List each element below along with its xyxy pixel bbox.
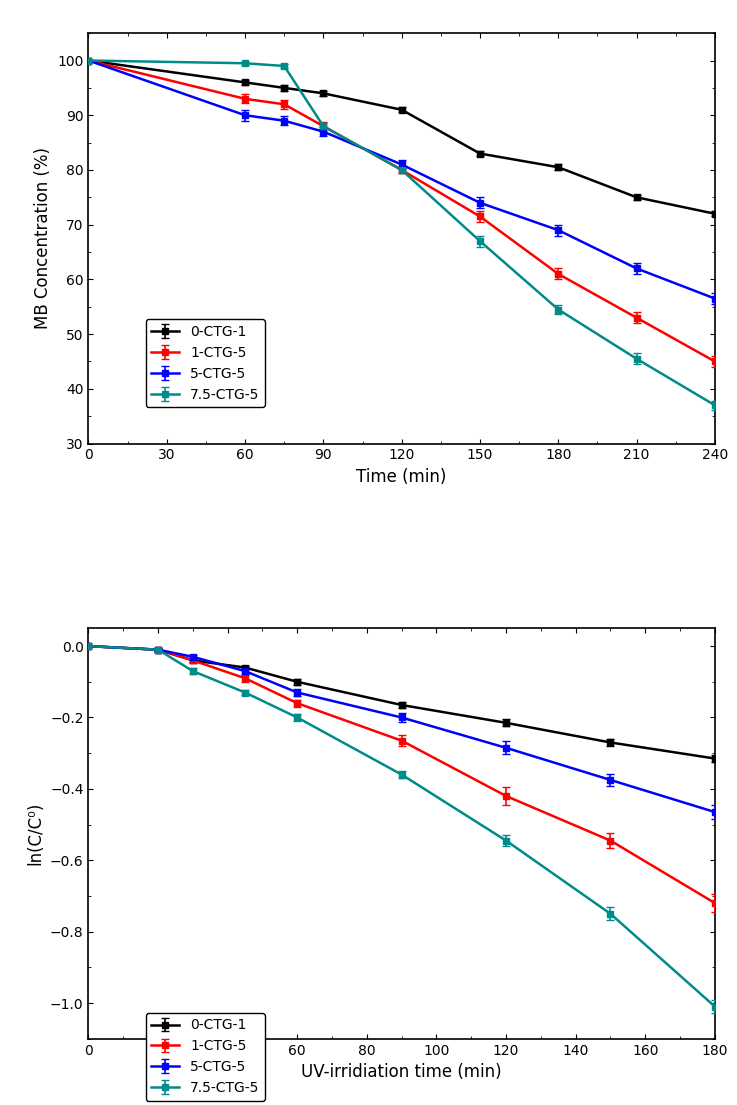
Y-axis label: MB Concentration (%): MB Concentration (%) <box>34 147 52 329</box>
X-axis label: Time (min): Time (min) <box>357 469 447 486</box>
Y-axis label: ln(C/C⁰): ln(C/C⁰) <box>27 802 44 865</box>
X-axis label: UV-irridiation time (min): UV-irridiation time (min) <box>301 1063 502 1081</box>
Legend: 0-CTG-1, 1-CTG-5, 5-CTG-5, 7.5-CTG-5: 0-CTG-1, 1-CTG-5, 5-CTG-5, 7.5-CTG-5 <box>145 319 265 407</box>
Legend: 0-CTG-1, 1-CTG-5, 5-CTG-5, 7.5-CTG-5: 0-CTG-1, 1-CTG-5, 5-CTG-5, 7.5-CTG-5 <box>145 1013 265 1101</box>
